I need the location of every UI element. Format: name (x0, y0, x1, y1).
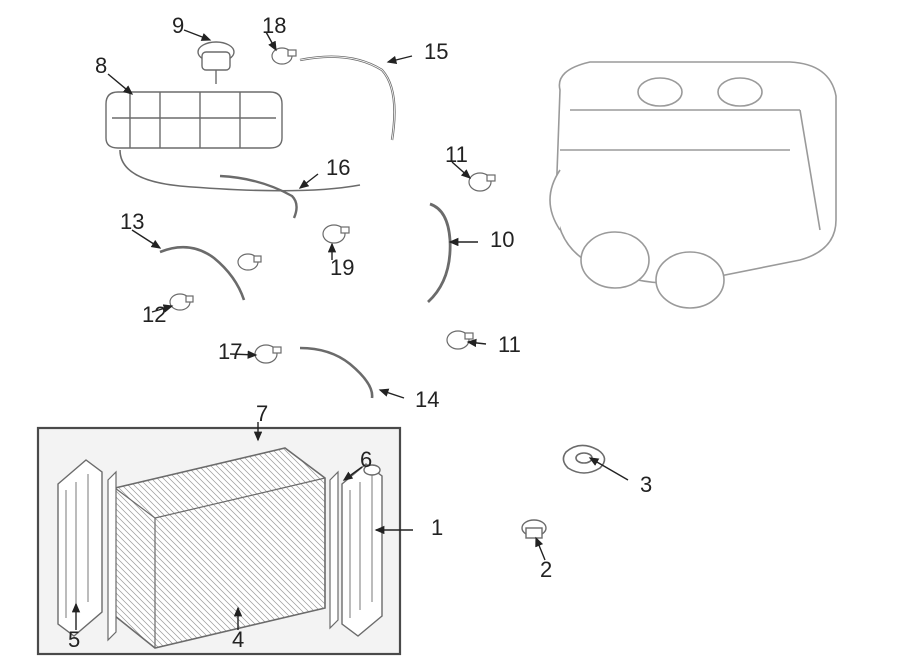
callout-leader (468, 342, 486, 344)
callout-number: 18 (262, 15, 286, 37)
callout-leader (388, 56, 412, 62)
clamp-19 (323, 225, 349, 243)
overflow-hose (120, 150, 360, 191)
clamp-17 (255, 345, 281, 363)
callout-number: 10 (490, 229, 514, 251)
hose-10 (428, 204, 450, 302)
hose-15 (300, 57, 394, 140)
callout-number: 16 (326, 157, 350, 179)
coolant-reservoir (106, 42, 282, 148)
hose-14 (300, 348, 372, 398)
parts-diagram-svg (0, 0, 900, 661)
drain-plug (522, 520, 546, 538)
callout-number: 5 (68, 629, 80, 651)
clamp-11-lower (447, 331, 473, 349)
callout-leader (184, 30, 210, 40)
callout-leader (380, 390, 404, 398)
grommet (563, 445, 604, 473)
callout-number: 3 (640, 474, 652, 496)
callout-number: 9 (172, 15, 184, 37)
callout-number: 7 (256, 403, 268, 425)
callout-number: 8 (95, 55, 107, 77)
clamp-18 (272, 48, 296, 64)
callout-number: 12 (142, 304, 166, 326)
hose-16 (220, 176, 297, 218)
callout-leader (300, 174, 318, 188)
callout-number: 15 (424, 41, 448, 63)
callout-number: 14 (415, 389, 439, 411)
clamp-12 (170, 294, 193, 310)
callout-number: 17 (218, 341, 242, 363)
callout-number: 13 (120, 211, 144, 233)
callout-leader (108, 74, 132, 94)
engine-outline (550, 62, 836, 308)
callout-number: 6 (360, 449, 372, 471)
hose-13 (160, 247, 244, 300)
diagram-stage: 1234567891011111213141516171819 (0, 0, 900, 661)
callout-number: 19 (330, 257, 354, 279)
callout-number: 11 (445, 144, 468, 166)
clamp-11-upper (469, 173, 495, 191)
clamp-13r (238, 254, 261, 270)
callout-number: 11 (498, 334, 521, 356)
callout-number: 1 (431, 517, 443, 539)
callout-number: 4 (232, 629, 244, 651)
callout-number: 2 (540, 559, 552, 581)
